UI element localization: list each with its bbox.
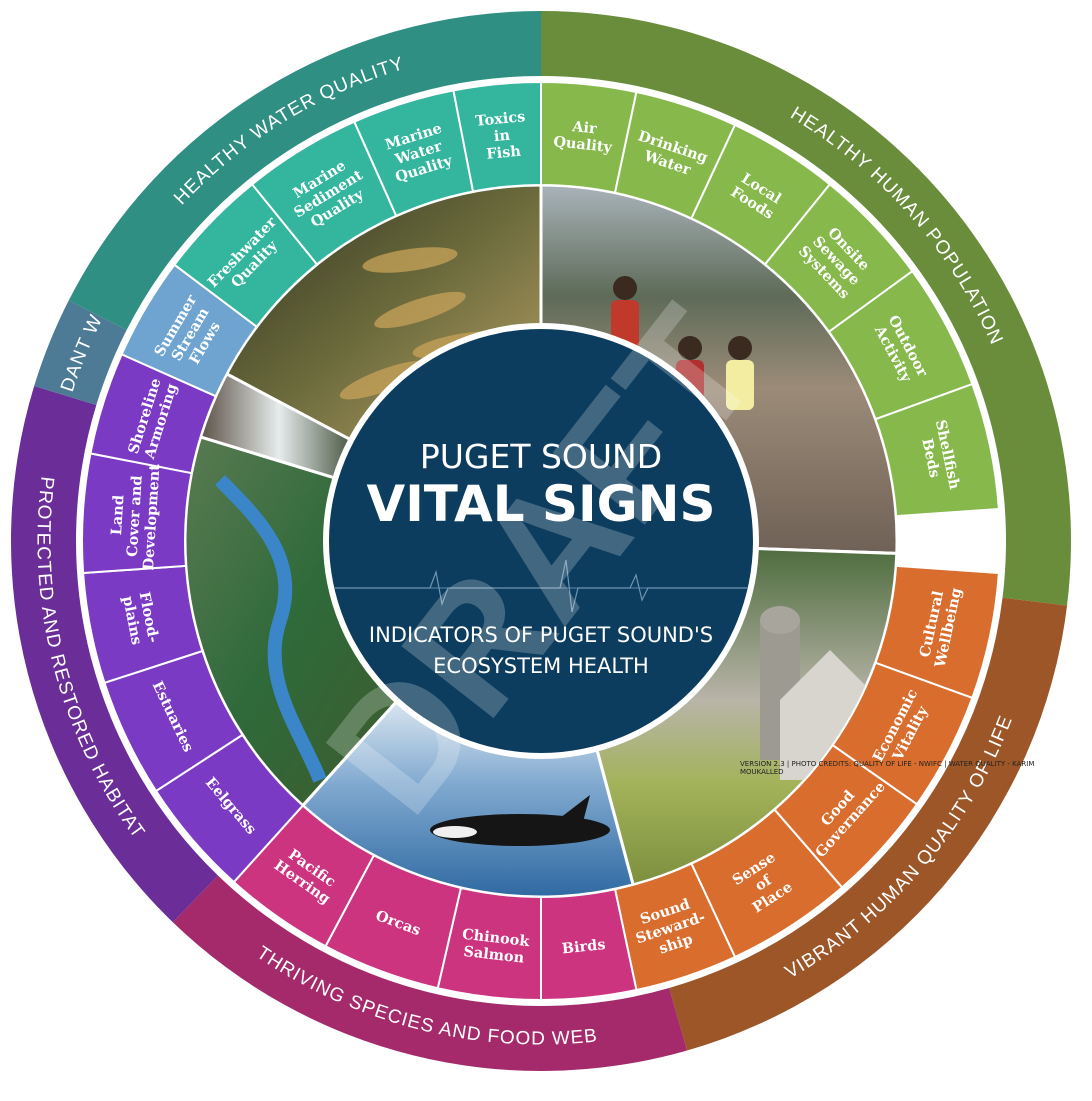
indicator-label: ToxicsinFish bbox=[475, 108, 530, 164]
goal-band-1 bbox=[541, 11, 1071, 606]
center-title-small: PUGET SOUND bbox=[420, 437, 662, 476]
orca-patch bbox=[433, 826, 477, 838]
child-head bbox=[728, 336, 752, 360]
indicator-label: LandCover andDevelopment bbox=[106, 461, 163, 571]
photo-credits: VERSION 2.3 | PHOTO CREDITS: QUALITY OF … bbox=[740, 760, 1035, 776]
goal-band-0 bbox=[68, 10, 541, 330]
child-head bbox=[613, 276, 637, 300]
heartbeat-line bbox=[335, 559, 748, 613]
silo-top bbox=[760, 606, 800, 634]
goal-ring bbox=[11, 10, 1071, 1071]
center-subtitle-line1: INDICATORS OF PUGET SOUND'S bbox=[369, 623, 713, 647]
indicator-segment bbox=[874, 382, 1000, 518]
child-head bbox=[678, 336, 702, 360]
child-figure bbox=[726, 360, 754, 410]
fish-shape bbox=[362, 247, 458, 273]
goal-band-2 bbox=[669, 597, 1068, 1051]
indicator-label: Birds bbox=[561, 936, 606, 957]
goal-band-5 bbox=[34, 300, 127, 406]
indicator-segment bbox=[120, 263, 259, 398]
goal-band-4 bbox=[11, 386, 218, 923]
center-title-large: VITAL SIGNS bbox=[367, 475, 716, 533]
indicator-label: ChinookSalmon bbox=[459, 926, 531, 968]
center-disc: PUGET SOUND VITAL SIGNS INDICATORS OF PU… bbox=[323, 323, 759, 759]
orca-shape bbox=[430, 814, 610, 846]
fish-shape bbox=[374, 291, 466, 329]
orca-fin bbox=[560, 795, 590, 822]
river-shape bbox=[215, 475, 327, 783]
indicator-label: AirQuality bbox=[553, 116, 616, 156]
indicator-ring bbox=[81, 80, 1000, 1002]
center-subtitle-line2: ECOSYSTEM HEALTH bbox=[433, 654, 649, 678]
goal-band-3 bbox=[172, 875, 688, 1071]
